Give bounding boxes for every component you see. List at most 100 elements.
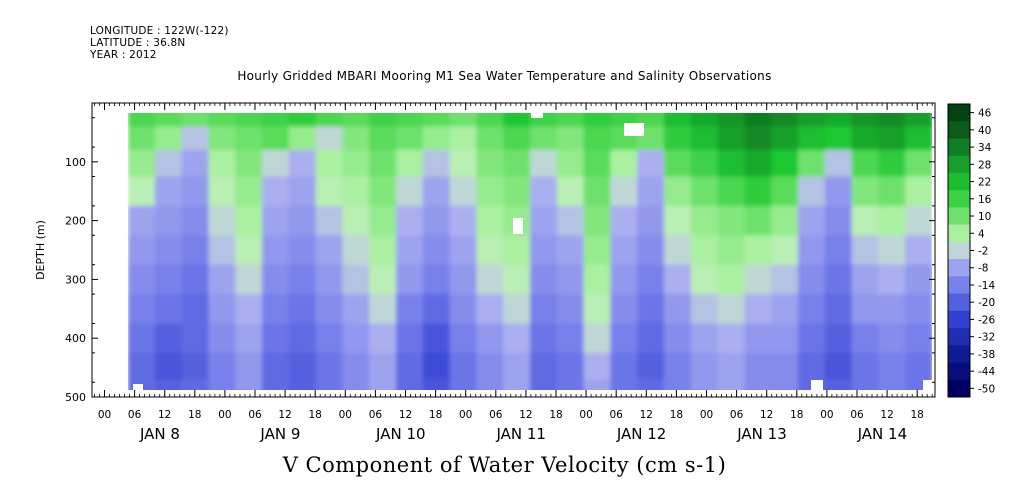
heatmap-cell xyxy=(422,294,451,325)
heatmap-cell xyxy=(342,126,371,151)
heatmap-cell xyxy=(771,126,799,151)
x-hour-label: 12 xyxy=(640,409,653,421)
heatmap-cell xyxy=(824,150,853,178)
heatmap-cell xyxy=(315,176,344,207)
heatmap-cell xyxy=(181,126,210,151)
colorbar-swatch xyxy=(948,121,970,139)
heatmap-cell xyxy=(798,323,826,354)
heatmap-cell xyxy=(690,235,719,266)
heatmap-cell xyxy=(208,150,237,178)
longitude-label: LONGITUDE : 122W(-122) xyxy=(90,25,229,37)
heatmap-cell xyxy=(824,264,853,296)
colorbar-label: 4 xyxy=(978,228,985,240)
heatmap-cell xyxy=(637,379,665,390)
heatmap-cell xyxy=(235,126,263,151)
heatmap-cell xyxy=(128,150,156,178)
colorbar-label: 34 xyxy=(978,142,992,154)
heatmap-cell xyxy=(208,126,237,151)
x-hour-label: 00 xyxy=(579,409,592,421)
missing-data-patch xyxy=(133,384,143,390)
heatmap-cell xyxy=(154,176,183,207)
colorbar-swatch xyxy=(948,293,970,312)
heatmap-cell xyxy=(798,113,826,128)
heatmap-cell xyxy=(315,294,344,325)
heatmap-cell xyxy=(476,150,505,178)
heatmap-cell xyxy=(878,379,907,390)
y-tick-label: 400 xyxy=(65,332,86,345)
heatmap-cell xyxy=(530,264,558,296)
heatmap-cell xyxy=(476,176,505,207)
latitude-label: LATITUDE : 36.8N xyxy=(90,37,186,49)
heatmap-cell xyxy=(717,379,746,390)
heatmap-cell xyxy=(717,126,746,151)
heatmap-cell xyxy=(181,113,210,128)
heatmap-cell xyxy=(664,113,692,128)
heatmap-cell xyxy=(154,264,183,296)
heatmap-cell xyxy=(422,113,451,128)
heatmap-cell xyxy=(154,113,183,128)
x-hour-label: 12 xyxy=(880,409,893,421)
colorbar-label: -32 xyxy=(978,332,995,344)
heatmap-cell xyxy=(771,294,799,325)
heatmap-cell xyxy=(181,294,210,325)
heatmap-cell xyxy=(610,176,639,207)
heatmap-cell xyxy=(878,176,907,207)
heatmap-cell xyxy=(717,323,746,354)
colorbar-label: -20 xyxy=(978,297,995,309)
heatmap-cell xyxy=(235,264,263,296)
heatmap-cell xyxy=(128,205,156,237)
heatmap-cell xyxy=(664,176,692,207)
heatmap-cell xyxy=(422,323,451,354)
x-hour-label: 06 xyxy=(610,409,624,421)
heatmap-cell xyxy=(690,126,719,151)
heatmap-cell xyxy=(315,379,344,390)
heatmap-cell xyxy=(905,126,932,151)
heatmap-cell xyxy=(288,294,317,325)
heatmap-cell xyxy=(315,113,344,128)
heatmap-cell xyxy=(235,176,263,207)
x-day-label: JAN 8 xyxy=(139,425,180,443)
heatmap-cell xyxy=(342,294,371,325)
heatmap-cell xyxy=(690,150,719,178)
heatmap-cell xyxy=(262,150,290,178)
x-hour-label: 12 xyxy=(278,409,291,421)
heatmap-cell xyxy=(422,235,451,266)
heatmap-cell xyxy=(905,235,932,266)
heatmap-cell xyxy=(824,323,853,354)
heatmap-cell xyxy=(342,264,371,296)
heatmap-cell xyxy=(262,294,290,325)
heatmap-cell xyxy=(235,150,263,178)
heatmap-cell xyxy=(744,379,773,390)
heatmap-cell xyxy=(128,264,156,296)
heatmap-cell xyxy=(798,150,826,178)
colorbar-swatch xyxy=(948,241,970,260)
heatmap-cell xyxy=(798,126,826,151)
x-day-label: JAN 14 xyxy=(857,425,908,443)
heatmap-cell xyxy=(583,323,612,354)
heatmap-cell xyxy=(851,205,880,237)
heatmap-cell xyxy=(798,264,826,296)
heatmap-cell xyxy=(262,113,290,128)
heatmap-cell xyxy=(396,150,424,178)
heatmap-cell xyxy=(771,150,799,178)
heatmap-cell xyxy=(208,113,237,128)
heatmap-cell xyxy=(449,352,478,381)
heatmap-cell xyxy=(235,352,263,381)
x-hour-label: 06 xyxy=(730,409,744,421)
heatmap-cell xyxy=(476,113,505,128)
x-hour-label: 18 xyxy=(790,409,803,421)
heatmap-cell xyxy=(288,113,317,128)
heatmap-cell xyxy=(851,352,880,381)
heatmap-cell xyxy=(583,126,612,151)
heatmap-cell xyxy=(476,235,505,266)
heatmap-cell xyxy=(208,176,237,207)
heatmap-cell xyxy=(476,352,505,381)
heatmap-cell xyxy=(744,352,773,381)
x-hour-label: 06 xyxy=(369,409,383,421)
heatmap-cell xyxy=(128,352,156,381)
heatmap-cell xyxy=(369,352,397,381)
heatmap-cell xyxy=(717,113,746,128)
heatmap-cell xyxy=(235,235,263,266)
heatmap-cell xyxy=(771,323,799,354)
